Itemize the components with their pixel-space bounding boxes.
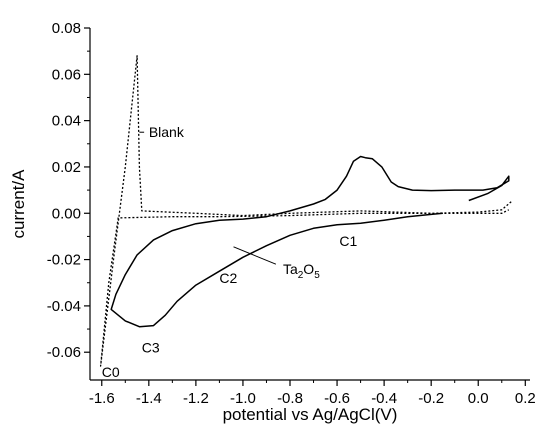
y-tick-label-5: 0.04 xyxy=(52,113,81,130)
annotation-c0: C0 xyxy=(102,364,120,380)
y-tick-label-6: 0.06 xyxy=(52,66,81,83)
annotation-c1: C1 xyxy=(339,233,357,249)
y-tick-label-1: -0.04 xyxy=(47,298,81,315)
x-tick-label-8: 0.0 xyxy=(468,390,489,407)
annotation-ta2o5-leader xyxy=(233,246,277,265)
series-blank-line xyxy=(99,55,512,367)
annotation-c3: C3 xyxy=(142,340,160,356)
annotation-blank: Blank xyxy=(149,124,185,140)
y-ticks: -0.06 -0.04 -0.02 0.00 0.02 0.04 0.06 0.08 xyxy=(47,20,90,361)
y-tick-label-7: 0.08 xyxy=(52,20,81,37)
y-tick-label-0: -0.06 xyxy=(47,344,81,361)
plot-frame xyxy=(89,28,530,381)
annotation-layer: Blank C0 C1 C2 C3 Ta2O5 xyxy=(102,124,358,380)
x-tick-label-2: -1.2 xyxy=(183,390,209,407)
x-tick-label-7: -0.2 xyxy=(418,390,444,407)
x-tick-label-1: -1.4 xyxy=(136,390,162,407)
x-tick-label-0: -1.6 xyxy=(89,390,115,407)
x-tick-label-4: -0.8 xyxy=(277,390,303,407)
x-ticks: -1.6 -1.4 -1.2 -1.0 -0.8 -0.6 -0.4 -0.2 0.0 0.2 xyxy=(89,380,536,407)
series-ta2o5-line xyxy=(110,155,510,328)
annotation-c2: C2 xyxy=(219,270,237,286)
y-axis-title: current/A xyxy=(9,169,28,239)
y-tick-label-2: -0.02 xyxy=(47,252,81,269)
x-tick-label-5: -0.6 xyxy=(324,390,350,407)
x-tick-label-9: 0.2 xyxy=(515,390,536,407)
series-layer xyxy=(99,55,512,367)
y-tick-label-3: 0.00 xyxy=(52,205,81,222)
x-tick-label-6: -0.4 xyxy=(371,390,397,407)
x-axis-title: potential vs Ag/AgCl(V) xyxy=(223,405,398,424)
x-tick-label-3: -1.0 xyxy=(230,390,256,407)
y-tick-label-4: 0.02 xyxy=(52,159,81,176)
annotation-ta2o5: Ta2O5 xyxy=(283,261,320,281)
